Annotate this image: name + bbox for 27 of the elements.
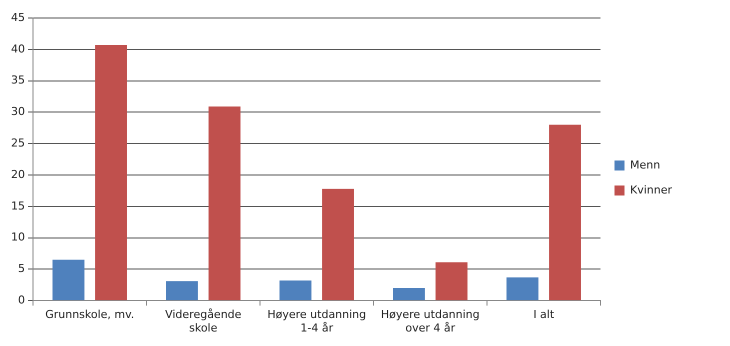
bar: [549, 124, 581, 300]
y-tick-label: 40: [10, 42, 25, 56]
x-tick-label: Høyere utdanning over 4 år: [380, 308, 480, 334]
y-tick-label: 45: [10, 10, 25, 24]
y-tick-label: 15: [10, 199, 25, 212]
y-tick-label: 20: [10, 168, 25, 181]
bar: [95, 45, 127, 300]
bar: [208, 106, 240, 300]
bar: [436, 262, 468, 300]
legend-label: Menn: [630, 158, 660, 172]
y-tick-label: 35: [10, 74, 25, 87]
x-tick-label: Videregående skole: [165, 308, 242, 334]
x-tick-label: Grunnskole, mv.: [45, 308, 134, 322]
bar: [393, 288, 425, 300]
x-tick-label: I alt: [533, 308, 555, 322]
y-tick-label: 10: [10, 230, 25, 244]
y-tick-label: 5: [18, 262, 25, 276]
bar: [166, 281, 198, 300]
bar: [322, 188, 354, 300]
x-tick-label: Høyere utdanning 1-4 år: [267, 308, 366, 334]
bar: [506, 277, 538, 300]
y-tick-label: 25: [10, 136, 25, 150]
legend-label: Kvinner: [630, 183, 672, 196]
y-tick-label: 30: [10, 105, 25, 118]
bar: [52, 260, 84, 300]
bar: [280, 280, 312, 300]
y-tick-label: 0: [18, 293, 25, 306]
